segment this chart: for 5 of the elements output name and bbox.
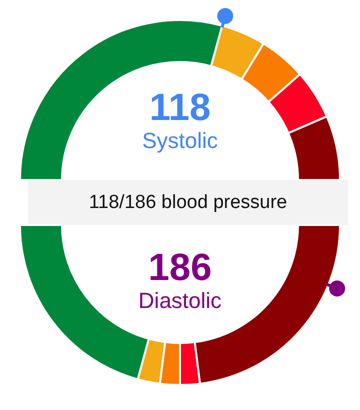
text: 186 [147, 247, 213, 289]
text: Systolic [141, 128, 219, 154]
text: 118/186 blood pressure [28, 180, 348, 225]
text: Diastolic [137, 288, 223, 314]
text: 118 [148, 87, 212, 129]
